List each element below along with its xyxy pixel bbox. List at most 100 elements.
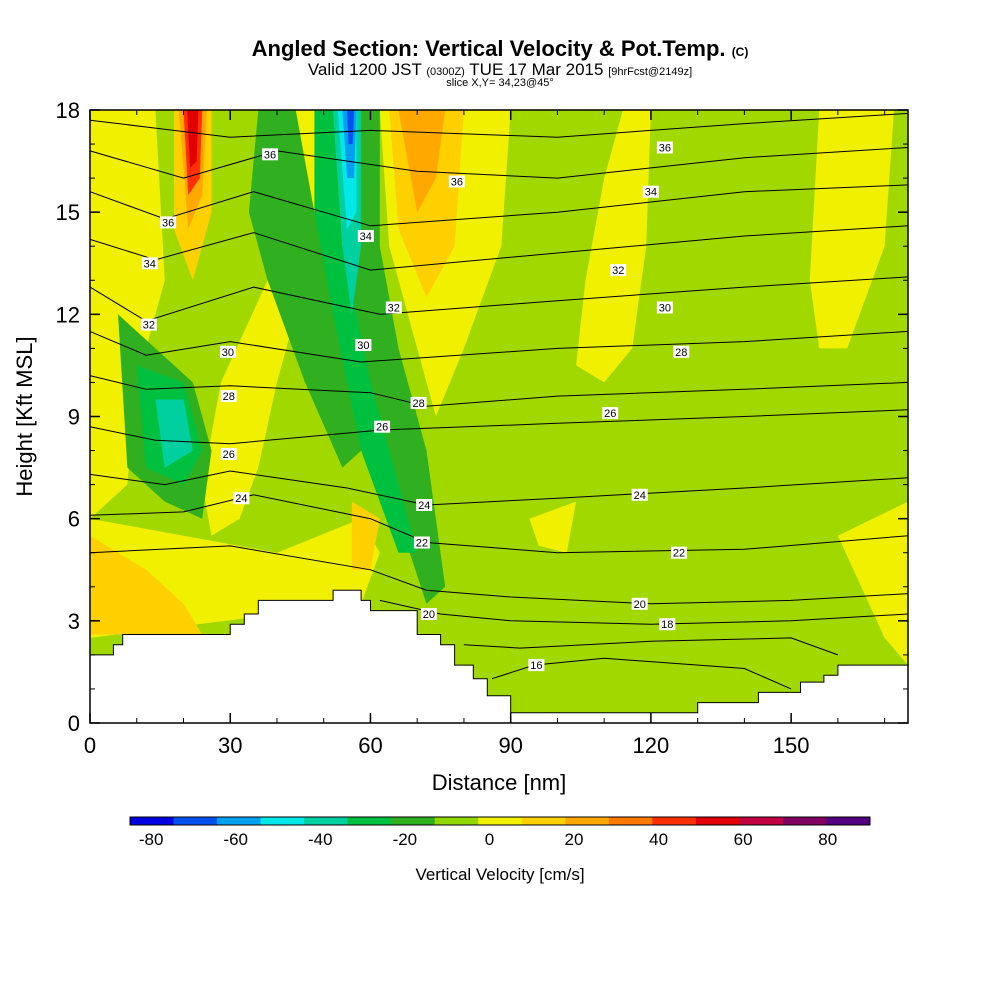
contour-label-text: 26 bbox=[376, 422, 388, 434]
isoline bbox=[89, 470, 909, 506]
velocity-region bbox=[248, 110, 362, 468]
contour-label: 32 bbox=[610, 264, 627, 277]
colorbar-swatch bbox=[652, 817, 697, 825]
velocity-region bbox=[187, 110, 199, 168]
colorbar-swatch bbox=[304, 817, 349, 825]
contour-label: 22 bbox=[671, 546, 687, 560]
isoline bbox=[89, 545, 909, 605]
pot-temp-contours bbox=[89, 112, 909, 690]
x-axis-label: Distance [nm] bbox=[432, 770, 567, 795]
contour-label-text: 26 bbox=[223, 449, 235, 461]
contour-label-box bbox=[610, 264, 627, 277]
contour-label: 30 bbox=[219, 345, 236, 359]
contour-label: 32 bbox=[385, 301, 402, 315]
contour-label-text: 24 bbox=[235, 493, 247, 505]
contour-label: 32 bbox=[140, 318, 157, 332]
colorbar-swatch bbox=[782, 817, 827, 825]
contour-label-box bbox=[160, 216, 177, 229]
contour-label-text: 24 bbox=[634, 490, 646, 502]
colorbar-swatch bbox=[434, 817, 479, 825]
colorbar-swatch bbox=[608, 817, 653, 825]
contour-label-text: 34 bbox=[645, 187, 657, 199]
contour-label-box bbox=[357, 230, 374, 242]
y-tick-label: 15 bbox=[56, 200, 80, 225]
contour-label-box bbox=[140, 318, 157, 331]
colorbar: -80 -60 -40 -20 0 20 40 60 80 bbox=[129, 816, 871, 849]
x-tick-label: 0 bbox=[84, 733, 96, 758]
contour-label-box bbox=[141, 257, 158, 270]
contour-label-text: 32 bbox=[388, 303, 400, 315]
chart-subtitle: Valid 1200 JST (0300Z) TUE 17 Mar 2015 [… bbox=[307, 60, 693, 79]
contour-label: 26 bbox=[220, 448, 237, 461]
contour-label-text: 34 bbox=[360, 231, 372, 243]
contour-label-box bbox=[220, 390, 237, 403]
contour-label-text: 28 bbox=[675, 347, 687, 359]
contour-label-box bbox=[671, 546, 687, 559]
y-tick-label: 6 bbox=[68, 507, 80, 532]
colorbar-swatch bbox=[695, 817, 740, 825]
contour-label-text: 30 bbox=[659, 303, 671, 315]
contour-label-box bbox=[448, 175, 465, 188]
contour-label: 24 bbox=[631, 488, 648, 502]
slice-info: slice X,Y= 34,23@45° bbox=[446, 77, 554, 89]
colorbar-swatch bbox=[391, 817, 436, 825]
isoline bbox=[89, 147, 909, 179]
contour-label-box bbox=[528, 659, 545, 672]
colorbar-tick-label: -40 bbox=[308, 830, 333, 849]
contour-label-text: 16 bbox=[530, 660, 542, 672]
contour-label: 24 bbox=[416, 499, 433, 512]
y-tick-label: 18 bbox=[56, 98, 80, 123]
contour-label: 26 bbox=[602, 407, 619, 420]
x-tick-label: 150 bbox=[773, 733, 810, 758]
contour-label-box bbox=[656, 301, 673, 314]
contour-label: 20 bbox=[631, 597, 648, 611]
contour-label: 28 bbox=[673, 345, 690, 359]
contour-label-box bbox=[656, 141, 673, 154]
colorbar-tick-label: 60 bbox=[734, 830, 753, 849]
terrain bbox=[89, 589, 909, 724]
colorbar-tick-label: -60 bbox=[223, 830, 248, 849]
plot-area: 36 36 36 36 34 34 34 32 32 32 30 30 30 28 28 28 26 26 26 24… bbox=[89, 109, 909, 724]
colorbar-swatch bbox=[565, 817, 610, 825]
contour-label-text: 36 bbox=[162, 217, 174, 229]
contour-label: 24 bbox=[233, 492, 250, 505]
colorbar-swatch bbox=[217, 817, 262, 825]
contour-label-text: 30 bbox=[222, 347, 234, 359]
colorbar-swatch bbox=[130, 817, 175, 825]
isoline bbox=[491, 657, 792, 690]
x-tick-label: 30 bbox=[218, 733, 242, 758]
isoline bbox=[89, 375, 909, 407]
contour-label-box bbox=[220, 448, 237, 460]
contour-label: 18 bbox=[659, 618, 676, 631]
contour-label-box bbox=[659, 618, 676, 631]
contour-label-text: 26 bbox=[604, 408, 616, 420]
velocity-region bbox=[529, 501, 577, 553]
x-tick-label: 60 bbox=[358, 733, 382, 758]
colorbar-swatch bbox=[739, 817, 784, 825]
contour-label-box bbox=[219, 345, 236, 358]
velocity-region bbox=[90, 535, 203, 635]
colorbar-swatch bbox=[347, 817, 392, 825]
contour-label-box bbox=[410, 396, 427, 409]
contour-label: 26 bbox=[374, 420, 391, 434]
x-tick-label: 120 bbox=[633, 733, 670, 758]
colorbar-tick-label: 20 bbox=[565, 830, 584, 849]
velocity-region bbox=[576, 110, 651, 383]
isoline bbox=[89, 112, 909, 138]
contour-label-text: 22 bbox=[416, 538, 428, 550]
contour-label: 36 bbox=[262, 148, 278, 161]
contour-label-text: 28 bbox=[412, 398, 424, 410]
colorbar-swatch bbox=[826, 817, 871, 825]
contour-label: 16 bbox=[528, 659, 545, 672]
x-tick-label: 90 bbox=[498, 733, 522, 758]
contour-label: 36 bbox=[160, 216, 177, 229]
velocity-region bbox=[398, 110, 446, 213]
contour-label-text: 30 bbox=[357, 340, 369, 352]
contour-label-text: 22 bbox=[673, 548, 685, 560]
contour-label-box bbox=[374, 420, 391, 433]
contour-label: 34 bbox=[141, 257, 158, 270]
y-tick-label: 3 bbox=[68, 609, 80, 634]
colorbar-tick-label: 80 bbox=[818, 830, 837, 849]
